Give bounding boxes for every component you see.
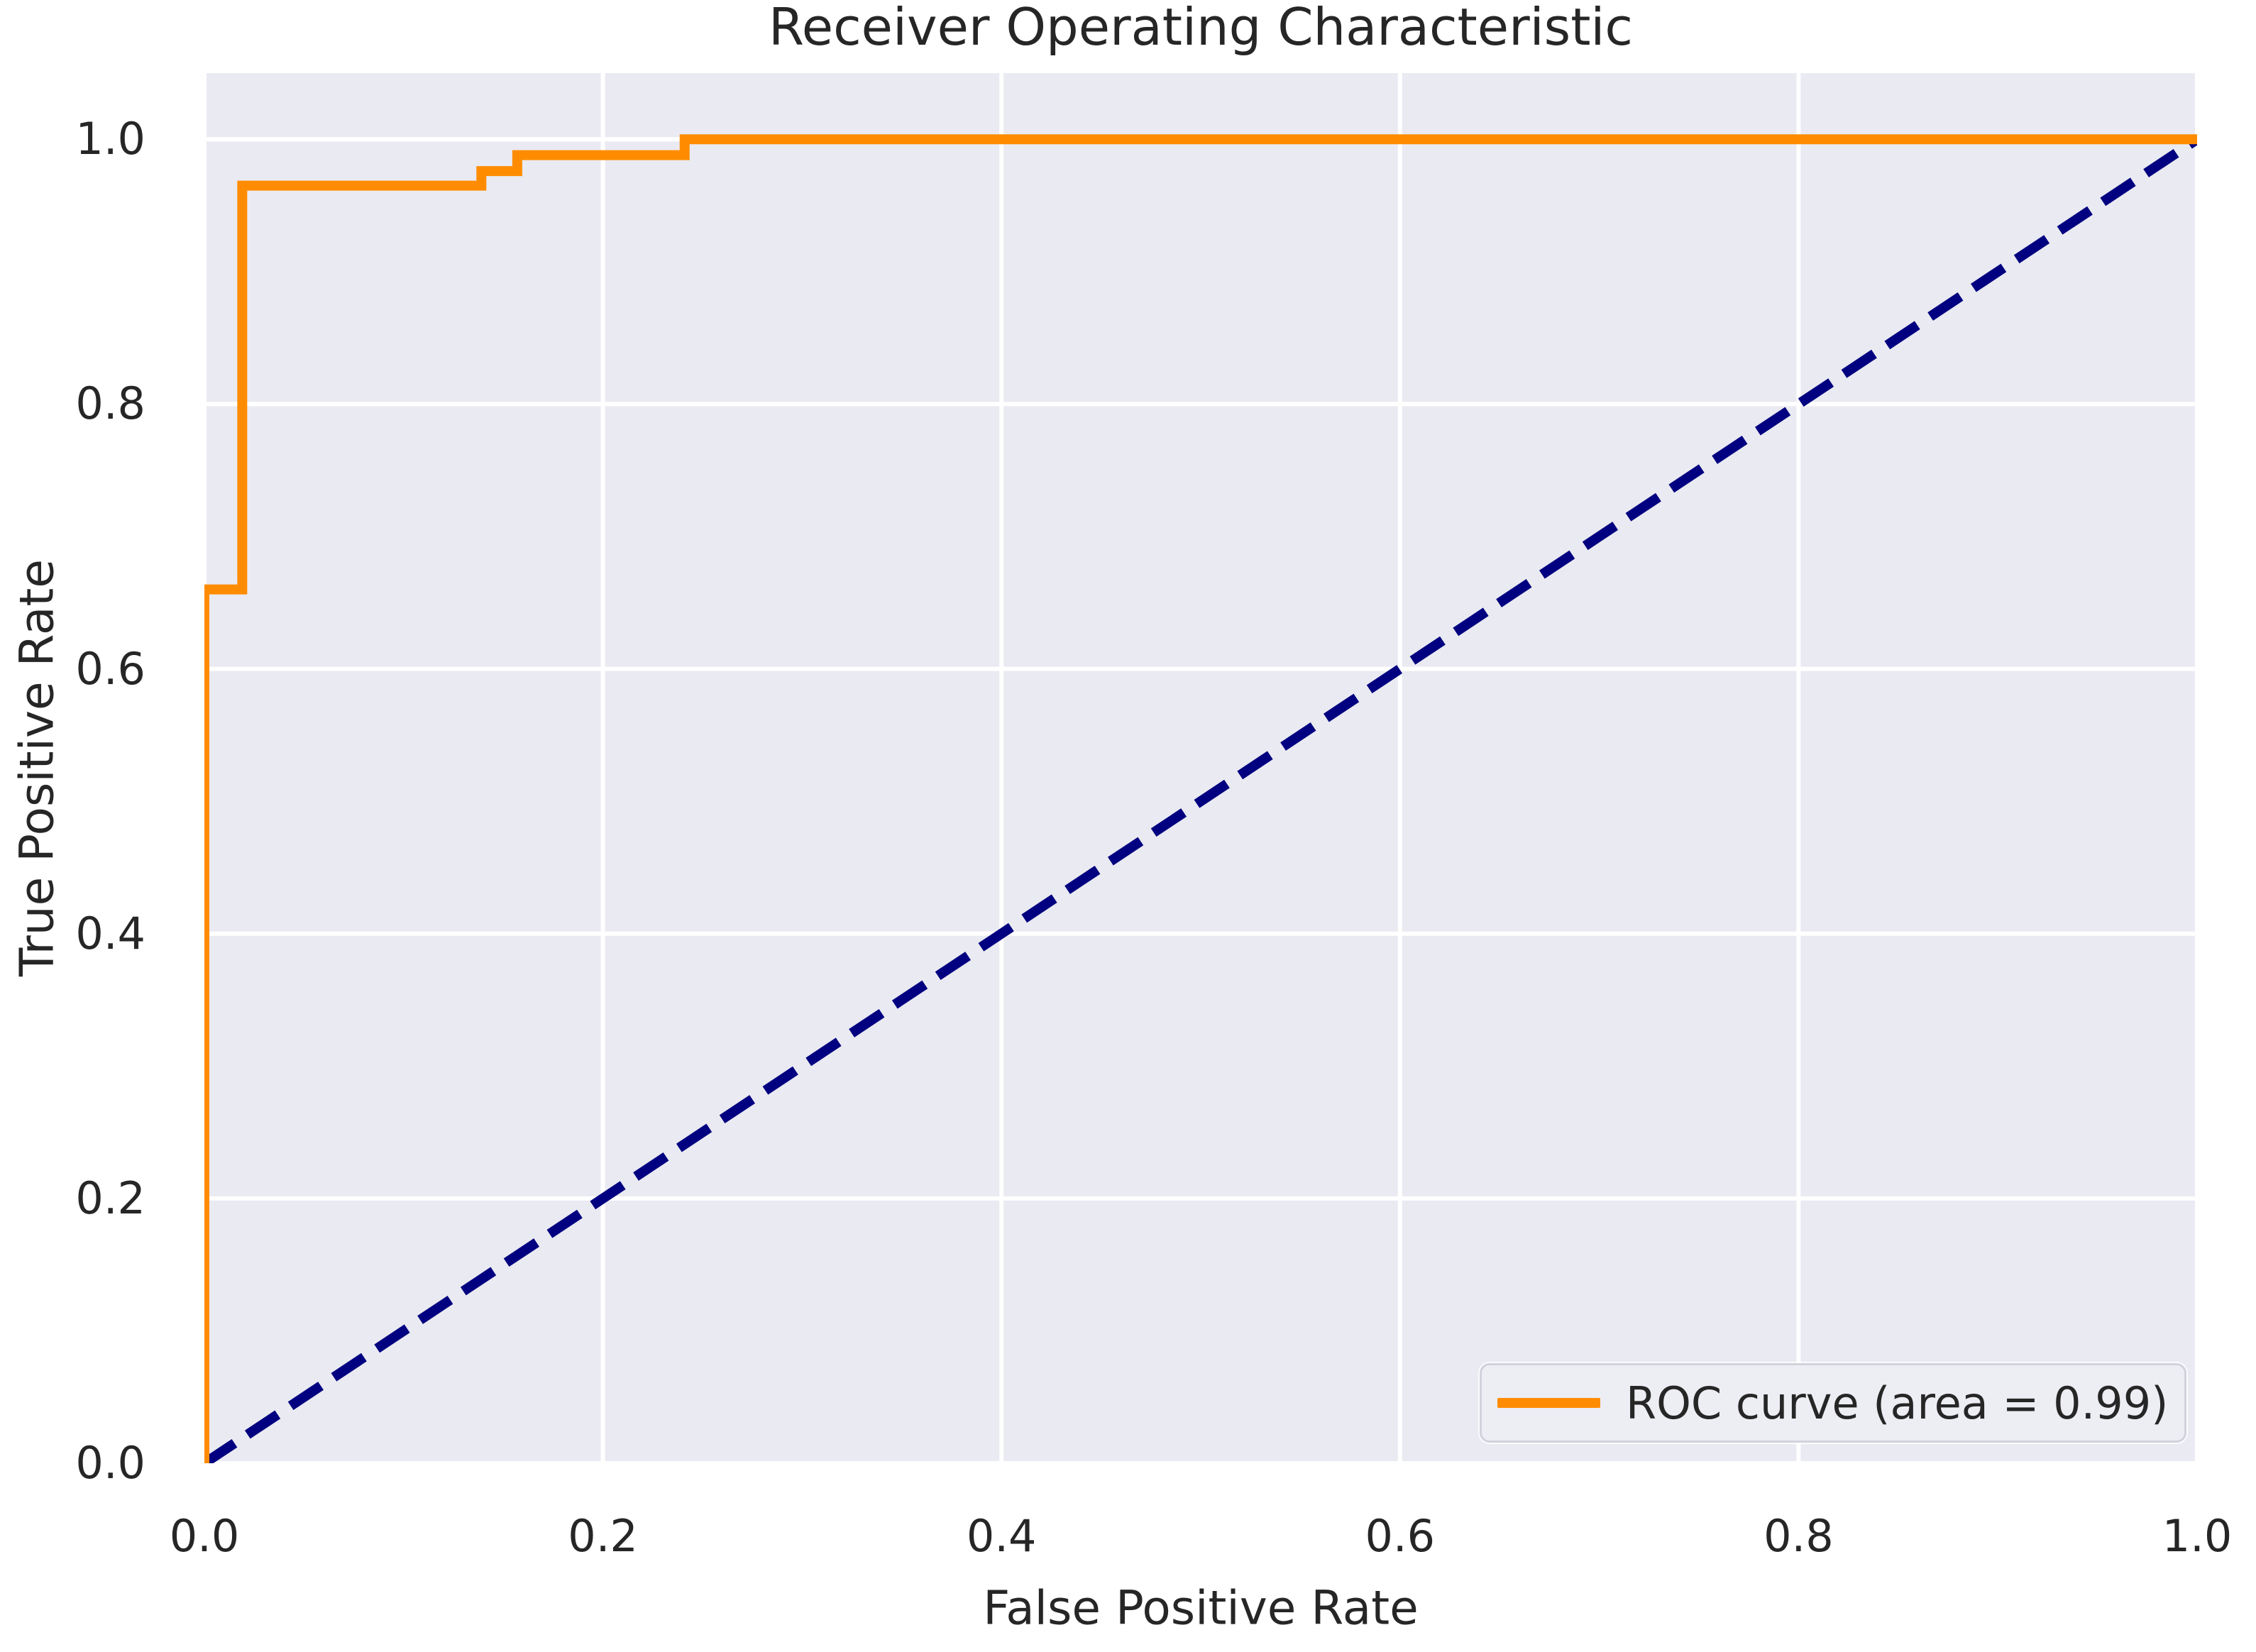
- x-tick-label: 0.4: [966, 1510, 1037, 1562]
- legend: ROC curve (area = 0.99): [1480, 1363, 2186, 1443]
- y-tick-label: 0.0: [75, 1437, 145, 1489]
- x-tick-label: 0.6: [1365, 1510, 1436, 1562]
- legend-label: ROC curve (area = 0.99): [1626, 1377, 2169, 1429]
- x-tick-label: 1.0: [2162, 1510, 2233, 1562]
- y-tick-label: 0.6: [75, 642, 145, 695]
- roc-curve-line: [204, 134, 2197, 1463]
- x-axis-label: False Positive Rate: [983, 1580, 1419, 1636]
- chance-diagonal-line: [204, 135, 2197, 1463]
- y-tick-label: 1.0: [75, 113, 145, 165]
- chart-title: Receiver Operating Characteristic: [768, 0, 1634, 57]
- y-tick-label: 0.8: [75, 378, 145, 430]
- plot-background: [204, 73, 2197, 1463]
- y-tick-label: 0.4: [75, 907, 145, 959]
- x-tick-label: 0.8: [1763, 1510, 1834, 1562]
- legend-line-swatch: [1497, 1398, 1600, 1408]
- y-tick-label: 0.2: [75, 1172, 145, 1224]
- x-tick-label: 0.0: [169, 1510, 240, 1562]
- x-tick-label: 0.2: [568, 1510, 638, 1562]
